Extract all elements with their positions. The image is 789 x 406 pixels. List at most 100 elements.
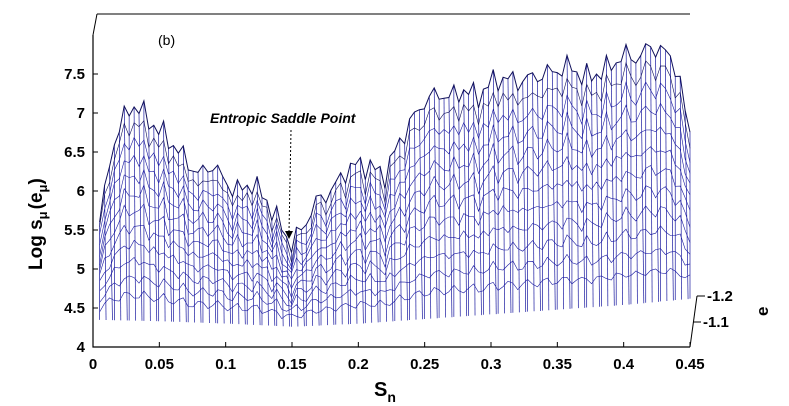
x-tick-label: 0.45 [675,356,704,373]
mesh-wire [458,102,461,317]
mesh-wire [296,227,299,327]
mesh-wire [502,77,505,314]
mesh-contour-line [99,42,691,253]
mesh-wire [428,96,432,319]
mesh-wire [133,106,136,321]
y-tick-label: 7 [77,105,85,122]
mesh-contour-line [99,165,691,290]
mesh-wire [192,171,195,323]
y-axis-title-post: ) [26,178,47,184]
mesh-wire [419,109,423,320]
z-tick-label: -1.2 [707,288,733,305]
mesh-wire [118,132,122,321]
mesh-wire [537,81,541,311]
mesh-wire [473,82,476,316]
mesh-wire [625,44,630,305]
mesh-wire [197,172,202,323]
mesh-wire [251,194,254,325]
mesh-wire [591,81,594,308]
mesh-wire [123,106,128,321]
mesh-wire [507,78,512,314]
y-tick-label: 6 [77,183,85,200]
surface-mesh [99,42,691,327]
mesh-wire [325,202,328,326]
mesh-wire [266,200,269,326]
z-axis-title: e [753,307,772,316]
z-axis-ticks: -1.2 -1.1 [693,288,733,331]
mesh-wire [487,87,491,315]
mesh-wire [576,71,579,309]
mesh-wire [182,145,187,323]
mesh-wire [227,185,231,324]
y-axis-ticks: 4 4.5 5 5.5 6 6.5 7 7.5 [64,66,98,356]
y-axis-title-sub2: μ [35,184,50,192]
frame-top-left-edge [92,13,98,36]
mesh-wire [669,55,674,301]
mesh-wire [635,63,638,304]
mesh-wire [517,90,520,313]
mesh-contour-line [99,225,691,307]
mesh-wire [237,179,240,325]
mesh-contour-line [99,60,691,263]
y-tick-label: 6.5 [64,144,85,161]
mesh-contour-line [99,248,691,312]
mesh-wire [271,220,276,326]
mesh-wire [546,64,550,311]
mesh-wire [241,190,246,325]
mesh-wire [581,84,586,308]
mesh-wire [300,229,305,327]
mesh-wire [148,129,151,322]
x-tick-label: 0.4 [613,356,635,373]
mesh-wire [532,72,535,312]
x-axis-title: Sn [374,379,396,405]
y-axis-title-mid: (e [26,192,47,209]
mesh-contour-line [99,267,691,320]
mesh-wire [345,183,349,325]
saddle-point-annotation: Entropic Saddle Point [210,110,357,126]
mesh-wire [433,87,438,319]
mesh-wire [286,236,290,327]
y-axis-title-pre: Log s [26,219,47,270]
axis-lines [92,35,690,348]
mesh-wire [606,55,609,307]
y-axis-title: Log sμ(eμ) [26,178,50,270]
mesh-contour-line [99,126,691,274]
x-tick-label: 0.15 [277,356,306,373]
x-tick-label: 0.25 [410,356,439,373]
mesh-wire [596,74,600,307]
mesh-wire [222,176,225,324]
x-tick-label: 0.3 [481,356,502,373]
mesh-wire [551,71,556,310]
mesh-wire [640,55,645,304]
mesh-wire [360,157,364,324]
mesh-wire [177,153,181,322]
mesh-wire [522,81,527,313]
mesh-wire [374,169,379,323]
x-tick-label: 0.35 [543,356,572,373]
mesh-wire [389,156,394,322]
mesh-wire [478,107,482,316]
saddle-point-arrow-head [285,231,293,239]
mesh-wire [212,170,217,324]
mesh-wire [399,137,402,321]
mesh-wire [109,166,113,321]
saddle-point-arrow-line [288,129,292,233]
mesh-wire [463,89,468,317]
x-tick-label: 0 [89,356,97,373]
mesh-wire [168,148,172,322]
mesh-wire [665,49,668,301]
mesh-wire [163,121,166,322]
y-tick-label: 7.5 [64,66,85,83]
mesh-wire [620,61,623,306]
mesh-wire [355,164,358,324]
mesh-contour-line [99,146,691,280]
mesh-wire [281,230,284,327]
x-axis-title-sub: n [387,389,396,405]
x-tick-label: 0.05 [145,356,174,373]
mesh-contour-line [99,102,691,271]
mesh-wire [492,69,497,315]
mesh-wire [414,112,417,320]
mesh-contour-line [99,81,691,269]
mesh-wire [153,125,158,322]
